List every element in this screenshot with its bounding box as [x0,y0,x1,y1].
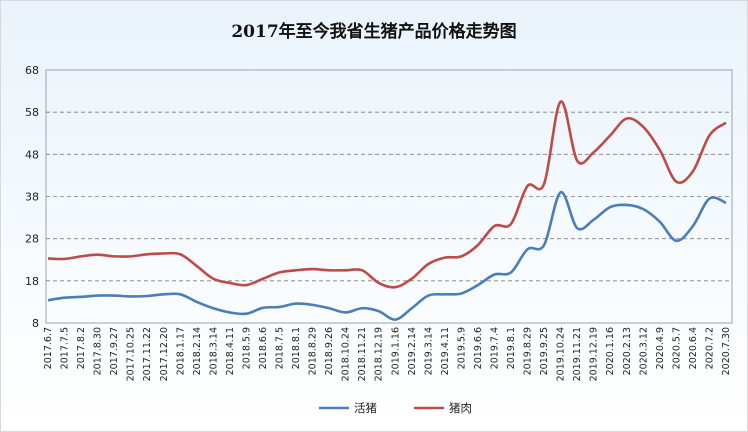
x-tick-label: 2019.8.29 [523,327,534,375]
y-tick-label: 38 [25,191,39,204]
x-tick-label: 2019.1.16 [390,327,401,375]
x-tick-label: 2019.3.14 [423,327,434,375]
x-tick-label: 2019.7.4 [489,327,500,369]
x-tick-label: 2020.7.30 [721,327,732,375]
x-tick-label: 2019.9.25 [539,327,550,375]
y-tick-label: 18 [25,275,39,288]
x-tick-label: 2018.4.11 [225,327,236,375]
y-tick-label: 8 [32,317,39,330]
x-tick-label: 2019.5.9 [456,327,467,369]
x-tick-label: 2017.12.20 [159,327,170,381]
x-tick-label: 2019.6.6 [473,327,484,369]
x-tick-label: 2019.12.19 [589,327,600,381]
x-tick-label: 2020.5.7 [671,327,682,369]
y-tick-label: 48 [25,148,39,161]
x-tick-label: 2017.10.25 [126,327,137,381]
x-tick-label: 2020.7.2 [704,327,715,369]
x-tick-label: 2018.11.21 [357,327,368,381]
legend-label: 猪肉 [449,401,472,415]
x-tick-label: 2018.9.26 [324,327,335,375]
x-tick-label: 2018.12.19 [374,327,385,381]
y-tick-label: 28 [25,233,39,246]
x-tick-label: 2018.7.5 [275,327,286,369]
x-tick-label: 2017.6.7 [43,327,54,369]
x-tick-label: 2017.11.22 [142,327,153,381]
x-tick-label: 2017.9.27 [109,327,120,375]
x-tick-label: 2019.2.14 [407,327,418,375]
x-tick-label: 2017.8.2 [76,327,87,369]
y-tick-label: 58 [25,106,39,119]
x-tick-label: 2019.11.21 [572,327,583,381]
series-line-1 [47,190,727,321]
x-tick-label: 2017.8.30 [93,327,104,375]
y-tick-label: 68 [25,64,39,77]
x-tick-label: 2018.2.14 [192,327,203,375]
series-line-2 [47,100,727,289]
x-tick-label: 2019.10.24 [556,327,567,381]
x-tick-label: 2019.8.1 [506,327,517,369]
x-tick-label: 2019.4.11 [440,327,451,375]
legend-label: 活猪 [354,401,377,415]
x-tick-label: 2018.8.1 [291,327,302,369]
x-tick-label: 2020.3.12 [638,327,649,375]
x-tick-label: 2020.6.4 [688,327,699,369]
x-tick-label: 2018.10.24 [341,327,352,381]
chart-title: 2017年至今我省生猪产品价格走势图 [231,21,516,42]
x-tick-label: 2018.6.6 [258,327,269,369]
x-tick-label: 2018.5.9 [241,327,252,369]
x-tick-label: 2020.1.16 [605,327,616,375]
x-tick-label: 2018.8.29 [308,327,319,375]
x-tick-label: 2020.2.13 [622,327,633,375]
x-tick-label: 2017.7.5 [60,327,71,369]
x-tick-label: 2018.1.17 [175,327,186,375]
x-tick-label: 2018.3.14 [208,327,219,375]
x-tick-label: 2020.4.9 [655,327,666,369]
